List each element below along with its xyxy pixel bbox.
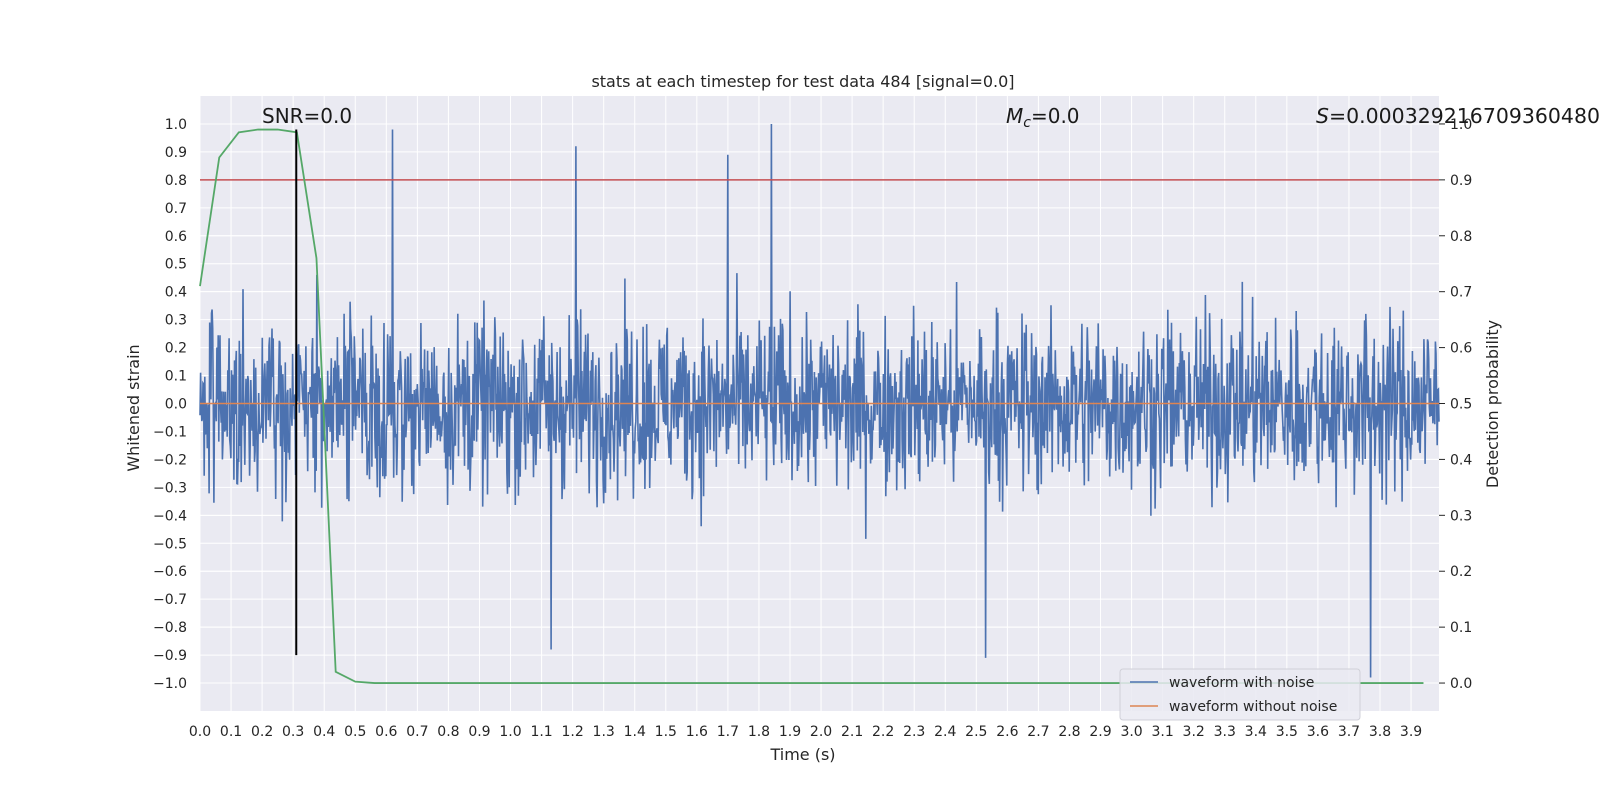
y-tick-label: 0.8 — [165, 173, 187, 189]
x-tick-label: 3.5 — [1276, 724, 1298, 740]
y-tick-label: 0.9 — [165, 145, 187, 161]
x-tick-label: 3.2 — [1183, 724, 1205, 740]
mc-symbol: M — [1006, 104, 1023, 128]
y-tick-label: −0.6 — [153, 564, 187, 580]
chart-title: stats at each timestep for test data 484… — [591, 72, 1014, 91]
y-tick-label: −0.5 — [153, 536, 187, 552]
y-tick-label: −0.7 — [153, 592, 187, 608]
x-tick-label: 3.4 — [1245, 724, 1267, 740]
x-tick-label: 0.4 — [313, 724, 335, 740]
y2-tick-label: 0.7 — [1450, 285, 1472, 301]
x-tick-label: 2.8 — [1058, 724, 1080, 740]
x-tick-label: 0.2 — [251, 724, 273, 740]
snr-annotation: SNR=0.0 — [262, 104, 352, 128]
x-tick-label: 2.9 — [1089, 724, 1111, 740]
y2-tick-label: 0.6 — [1450, 341, 1472, 357]
x-tick-label: 1.2 — [561, 724, 583, 740]
y-tick-label: 0.2 — [165, 341, 187, 357]
x-tick-label: 0.8 — [437, 724, 459, 740]
x-tick-label: 1.7 — [717, 724, 739, 740]
y-tick-label: 0.5 — [165, 257, 187, 273]
x-tick-label: 2.3 — [903, 724, 925, 740]
x-tick-label: 1.9 — [779, 724, 801, 740]
y-tick-label: −0.9 — [153, 648, 187, 664]
y-tick-label: 0.1 — [165, 369, 187, 385]
x-tick-label: 2.0 — [810, 724, 832, 740]
y2-tick-label: 0.9 — [1450, 173, 1472, 189]
x-tick-label: 1.0 — [499, 724, 521, 740]
y2-tick-label: 0.8 — [1450, 229, 1472, 245]
legend-label-noise: waveform with noise — [1169, 675, 1314, 691]
noise-line — [199, 123, 1440, 678]
s-annotation: S=0.000329216709360480 — [1316, 104, 1600, 128]
y-axis-label: Whitened strain — [124, 344, 143, 471]
y-tick-label: −0.4 — [153, 508, 187, 524]
x-tick-label: 1.1 — [530, 724, 552, 740]
x-tick-label: 2.6 — [996, 724, 1018, 740]
x-tick-label: 1.8 — [748, 724, 770, 740]
mc-annotation: Mc=0.0 — [1006, 104, 1080, 131]
plot-area — [199, 96, 1440, 711]
x-tick-label: 3.0 — [1120, 724, 1142, 740]
y-tick-label: −0.2 — [153, 452, 187, 468]
x-tick-label: 1.4 — [624, 724, 646, 740]
x-tick-label: 1.5 — [655, 724, 677, 740]
legend: waveform with noise waveform without noi… — [1119, 668, 1361, 721]
x-tick-label: 2.2 — [872, 724, 894, 740]
x-tick-label: 3.9 — [1400, 724, 1422, 740]
y-tick-label: 0.3 — [165, 313, 187, 329]
y2-tick-label: 0.3 — [1450, 508, 1472, 524]
y2-tick-label: 1.0 — [1450, 117, 1472, 133]
series-waveform-with-noise — [199, 123, 1440, 678]
y-tick-label: −0.8 — [153, 620, 187, 636]
x-tick-label: 1.3 — [593, 724, 615, 740]
x-tick-label: 3.1 — [1151, 724, 1173, 740]
x-tick-label: 2.5 — [965, 724, 987, 740]
x-tick-label: 0.6 — [375, 724, 397, 740]
x-tick-label: 0.7 — [406, 724, 428, 740]
x-axis-label: Time (s) — [769, 745, 835, 764]
y2-tick-label: 0.0 — [1450, 676, 1472, 692]
y-tick-label: −0.1 — [153, 424, 187, 440]
x-axis-ticks: 0.0 0.1 0.2 0.3 0.4 0.5 0.6 0.7 0.8 0.9 1.0 1.1 1.2 1… — [189, 724, 1422, 740]
y-tick-label: 0.6 — [165, 229, 187, 245]
y-axis-ticks: 1.0 0.9 0.8 0.7 0.6 0.5 0.4 0.3 0.2 0.1 0.0 −0.1 −0.… — [153, 117, 187, 692]
x-tick-label: 3.7 — [1338, 724, 1360, 740]
x-tick-label: 2.7 — [1027, 724, 1049, 740]
y2-axis-ticks: 1.0 0.9 0.8 0.7 0.6 0.5 0.4 0.3 0.2 0.1 0.0 — [1439, 117, 1472, 692]
x-tick-label: 3.3 — [1214, 724, 1236, 740]
y2-axis-label: Detection probability — [1483, 320, 1502, 488]
x-tick-label: 3.6 — [1307, 724, 1329, 740]
mc-subscript: c — [1023, 115, 1031, 131]
x-tick-label: 3.8 — [1369, 724, 1391, 740]
s-symbol: S — [1316, 104, 1329, 128]
x-tick-label: 1.6 — [686, 724, 708, 740]
y-tick-label: 0.4 — [165, 285, 187, 301]
y2-tick-label: 0.2 — [1450, 564, 1472, 580]
x-tick-label: 2.1 — [841, 724, 863, 740]
legend-label-clean: waveform without noise — [1169, 699, 1337, 715]
x-tick-label: 0.0 — [189, 724, 211, 740]
legend-box — [1119, 668, 1361, 721]
y2-tick-label: 0.1 — [1450, 620, 1472, 636]
y-tick-label: −1.0 — [153, 676, 187, 692]
x-tick-label: 0.5 — [344, 724, 366, 740]
mc-value: =0.0 — [1031, 104, 1080, 128]
x-tick-label: 0.3 — [282, 724, 304, 740]
y2-tick-label: 0.4 — [1450, 452, 1472, 468]
y-tick-label: 1.0 — [165, 117, 187, 133]
y2-tick-label: 0.5 — [1450, 397, 1472, 413]
s-value: =0.000329216709360480 — [1329, 104, 1600, 128]
y-tick-label: 0.0 — [165, 397, 187, 413]
y-tick-label: 0.7 — [165, 201, 187, 217]
x-tick-label: 2.4 — [934, 724, 956, 740]
x-tick-label: 0.1 — [220, 724, 242, 740]
x-tick-label: 0.9 — [468, 724, 490, 740]
y-tick-label: −0.3 — [153, 480, 187, 496]
